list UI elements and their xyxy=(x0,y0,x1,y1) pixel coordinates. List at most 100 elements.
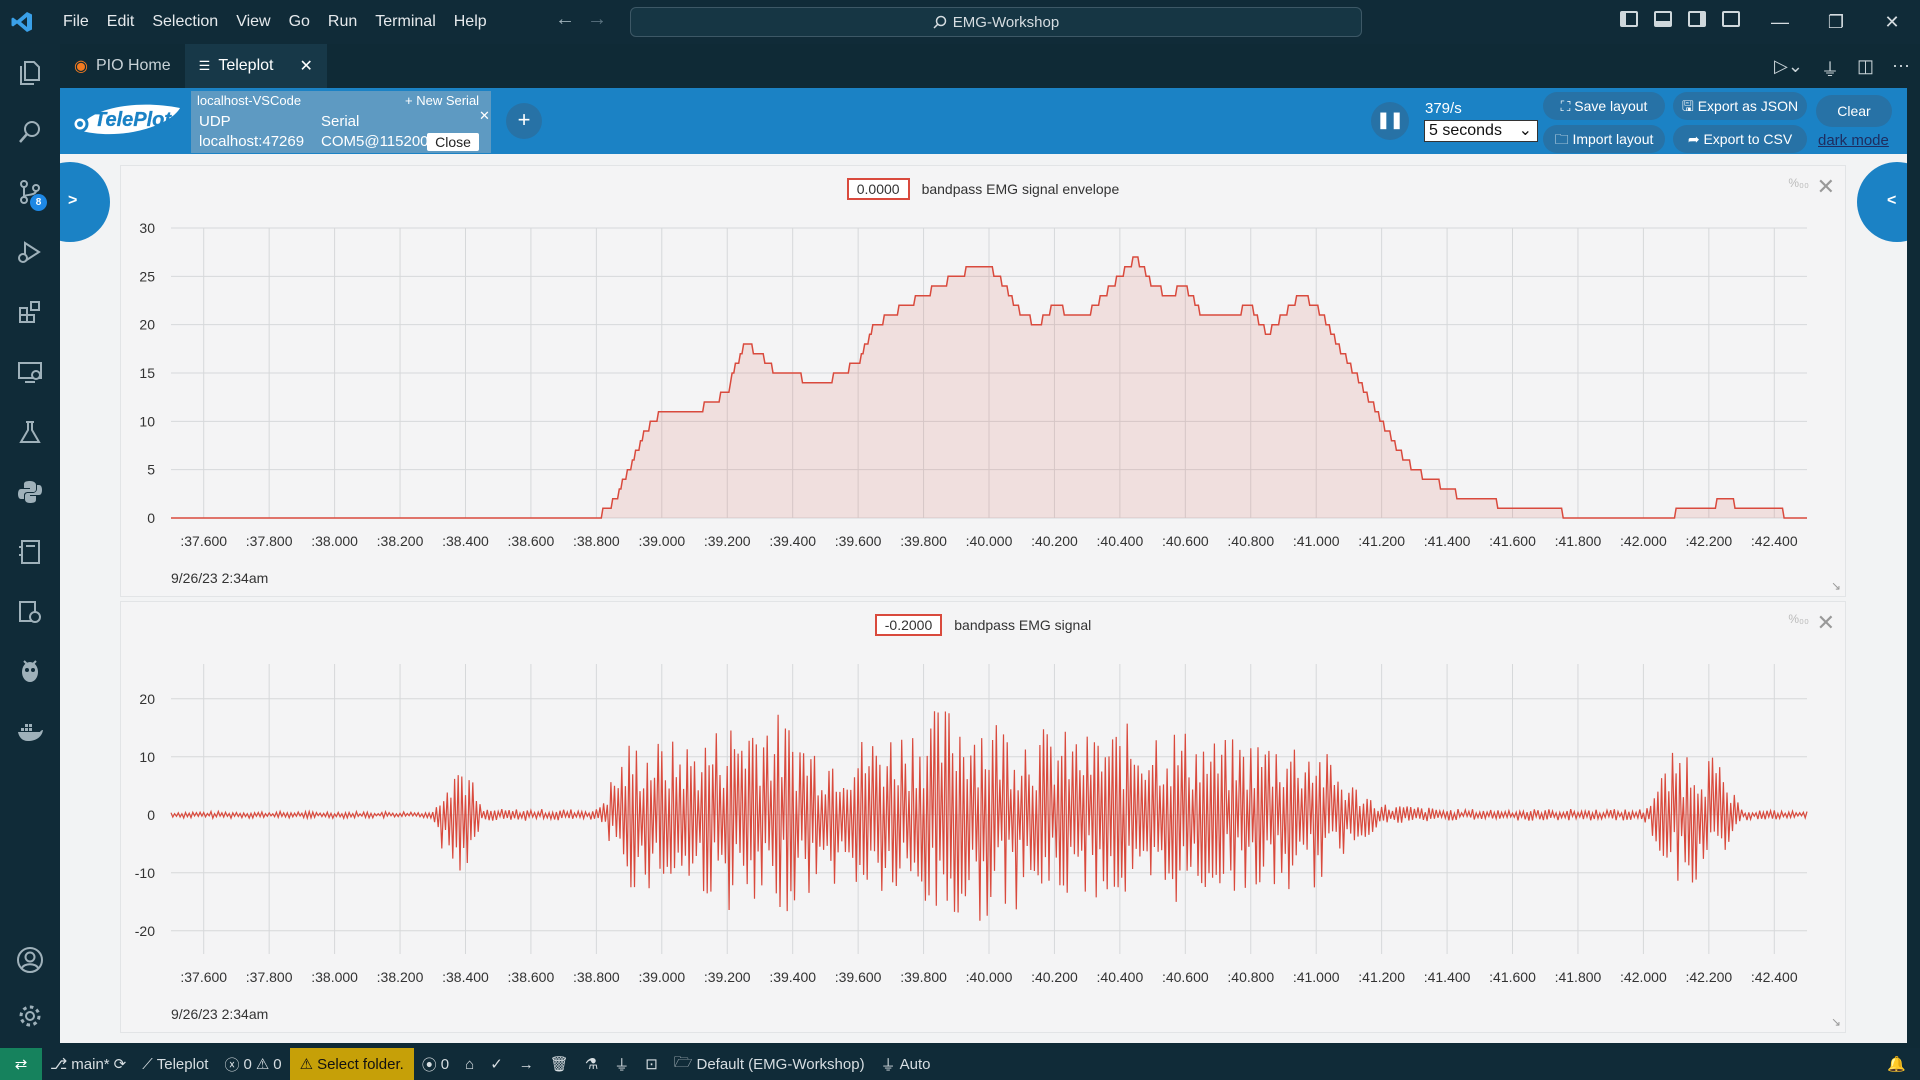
time-window-value: 5 seconds xyxy=(1429,122,1502,139)
tab-pio-home[interactable]: ◉ PIO Home xyxy=(60,44,185,88)
date-label: 9/26/23 2:34am xyxy=(171,1006,269,1022)
forward-arrow-icon[interactable]: → xyxy=(587,8,607,30)
manage-gear-icon[interactable] xyxy=(14,1000,46,1032)
search-icon[interactable] xyxy=(14,116,46,148)
plug-icon[interactable]: ⏚ xyxy=(1820,60,1839,80)
chevron-down-icon: ⌄ xyxy=(1518,122,1532,139)
run-debug-icon[interactable] xyxy=(14,236,46,268)
close-tab-icon[interactable]: ✕ xyxy=(299,58,313,75)
testing-icon[interactable] xyxy=(14,416,46,448)
pio-test-button[interactable]: ⚗ xyxy=(577,1055,606,1073)
export-json-button[interactable]: 🖫 Export as JSON xyxy=(1673,92,1807,120)
x-tick-label: :38.800 xyxy=(573,533,620,549)
more-actions-icon[interactable]: ⋯ xyxy=(1892,56,1910,76)
pio-upload-button[interactable]: → xyxy=(511,1056,542,1073)
teleplot-toolbar: TelePlot localhost-VSCode + New Serial U… xyxy=(60,88,1907,154)
pio-clean-button[interactable]: 🗑 xyxy=(542,1055,577,1073)
pio-environment[interactable]: 🗁 Default (EMG-Workshop) xyxy=(666,1052,873,1077)
menu-help[interactable]: Help xyxy=(453,13,487,30)
files-icon[interactable] xyxy=(14,56,46,88)
pio-port[interactable]: ⏚ Auto xyxy=(873,1054,939,1075)
back-arrow-icon[interactable]: ← xyxy=(555,8,575,30)
menu-terminal[interactable]: Terminal xyxy=(375,13,436,30)
x-tick-label: :41.600 xyxy=(1489,969,1536,985)
menu-go[interactable]: Go xyxy=(288,13,310,30)
x-tick-label: :38.000 xyxy=(311,533,358,549)
notifications-icon[interactable]: 🔔 xyxy=(1887,1056,1906,1073)
close-serial-icon[interactable]: ✕ xyxy=(479,108,490,123)
ports-status[interactable]: ⦿ 0 xyxy=(414,1054,457,1075)
close-plot-icon[interactable]: ✕ xyxy=(1816,174,1835,199)
close-connection-button[interactable]: Close xyxy=(427,133,479,151)
clear-button[interactable]: Clear xyxy=(1816,95,1892,127)
customize-layout-icon[interactable] xyxy=(1722,11,1740,27)
left-panel-toggle[interactable]: > xyxy=(60,162,110,242)
new-serial-button[interactable]: + New Serial xyxy=(405,93,480,108)
terminal-icon: ⊡ xyxy=(645,1056,658,1073)
import-layout-button[interactable]: 🗀 Import layout xyxy=(1543,125,1665,153)
command-center-search[interactable]: EMG-Workshop xyxy=(630,7,1362,37)
resize-handle-icon[interactable]: ↘ xyxy=(1831,579,1841,593)
branch-status[interactable]: ⎇ main* ⟳ xyxy=(42,1055,134,1074)
tab-teleplot[interactable]: ☰ Teleplot ✕ xyxy=(184,44,327,88)
pio-monitor-button[interactable]: ⏚ xyxy=(606,1054,637,1075)
run-icon[interactable]: ▷⌄ xyxy=(1774,56,1803,76)
menu-view[interactable]: View xyxy=(236,13,271,30)
split-editor-icon[interactable]: ◫ xyxy=(1856,56,1874,76)
remote-explorer-icon[interactable] xyxy=(14,356,46,388)
pio-terminal-button[interactable]: ⊡ xyxy=(637,1055,666,1073)
menu-selection[interactable]: Selection xyxy=(152,13,219,30)
toggle-primary-sidebar-icon[interactable] xyxy=(1620,11,1638,27)
toggle-secondary-sidebar-icon[interactable] xyxy=(1688,11,1706,27)
add-connection-button[interactable]: + xyxy=(506,103,542,139)
connection-box: localhost-VSCode + New Serial UDP localh… xyxy=(191,91,491,153)
docker-icon[interactable] xyxy=(14,716,46,748)
workspace-name: EMG-Workshop xyxy=(952,13,1060,31)
restore-icon[interactable]: ❐ xyxy=(1827,11,1845,32)
save-layout-button[interactable]: ⛶ Save layout xyxy=(1543,92,1665,120)
problems-status[interactable]: ⓧ 0 ⚠ 0 xyxy=(216,1054,289,1075)
x-tick-label: :41.000 xyxy=(1293,969,1340,985)
y-tick-label: 20 xyxy=(139,317,155,333)
plot-header: -0.2000 bandpass EMG signal xyxy=(121,614,1845,636)
toggle-panel-icon[interactable] xyxy=(1654,11,1672,27)
x-tick-label: :41.800 xyxy=(1555,533,1602,549)
y-tick-label: 0 xyxy=(147,510,155,526)
notebook-icon[interactable] xyxy=(14,536,46,568)
pio-home-button[interactable]: ⌂ xyxy=(457,1056,482,1073)
x-tick-label: :41.400 xyxy=(1424,969,1471,985)
teleplot-status-label: Teleplot xyxy=(156,1055,209,1073)
resize-handle-icon[interactable]: ↘ xyxy=(1831,1015,1841,1029)
menu-run[interactable]: Run xyxy=(327,13,358,30)
minimize-icon[interactable]: — xyxy=(1771,11,1789,32)
teleplot-status[interactable]: ⟋ Teleplot xyxy=(134,1056,216,1073)
menu-file[interactable]: File xyxy=(63,13,89,30)
search-icon xyxy=(933,15,947,29)
platformio-icon[interactable] xyxy=(14,656,46,688)
export-csv-button[interactable]: ➦ Export to CSV xyxy=(1673,125,1807,153)
account-icon[interactable] xyxy=(14,944,46,976)
python-icon[interactable] xyxy=(14,476,46,508)
x-tick-label: :40.400 xyxy=(1097,533,1144,549)
pio-build-button[interactable]: ✓ xyxy=(482,1055,511,1073)
close-plot-icon[interactable]: ✕ xyxy=(1816,610,1835,635)
time-window-select[interactable]: 5 seconds ⌄ xyxy=(1424,120,1538,142)
source-control-icon[interactable] xyxy=(14,176,46,208)
x-tick-label: :40.600 xyxy=(1162,969,1209,985)
signal-plot-card: -0.2000 bandpass EMG signal %₀₀ ✕ -20 -10… xyxy=(120,601,1846,1033)
settings-sync-icon[interactable] xyxy=(14,596,46,628)
svg-text:TelePlot: TelePlot xyxy=(94,109,172,131)
right-panel-toggle[interactable]: < xyxy=(1857,162,1907,242)
select-folder-button[interactable]: ⚠ Select folder. xyxy=(289,1048,414,1080)
x-tick-label: :41.200 xyxy=(1358,969,1405,985)
plot-options-icon[interactable]: %₀₀ xyxy=(1788,612,1809,626)
close-window-icon[interactable]: ✕ xyxy=(1884,11,1900,32)
extensions-icon[interactable] xyxy=(14,296,46,328)
plot-options-icon[interactable]: %₀₀ xyxy=(1788,176,1809,190)
x-tick-label: :41.400 xyxy=(1424,533,1471,549)
menu-edit[interactable]: Edit xyxy=(106,13,135,30)
folder-icon: 🗁 xyxy=(673,1053,693,1071)
pause-button[interactable]: ❚❚ xyxy=(1371,102,1409,140)
dark-mode-link[interactable]: dark mode xyxy=(1818,132,1889,149)
remote-indicator-icon[interactable]: ⇄ xyxy=(0,1048,42,1080)
